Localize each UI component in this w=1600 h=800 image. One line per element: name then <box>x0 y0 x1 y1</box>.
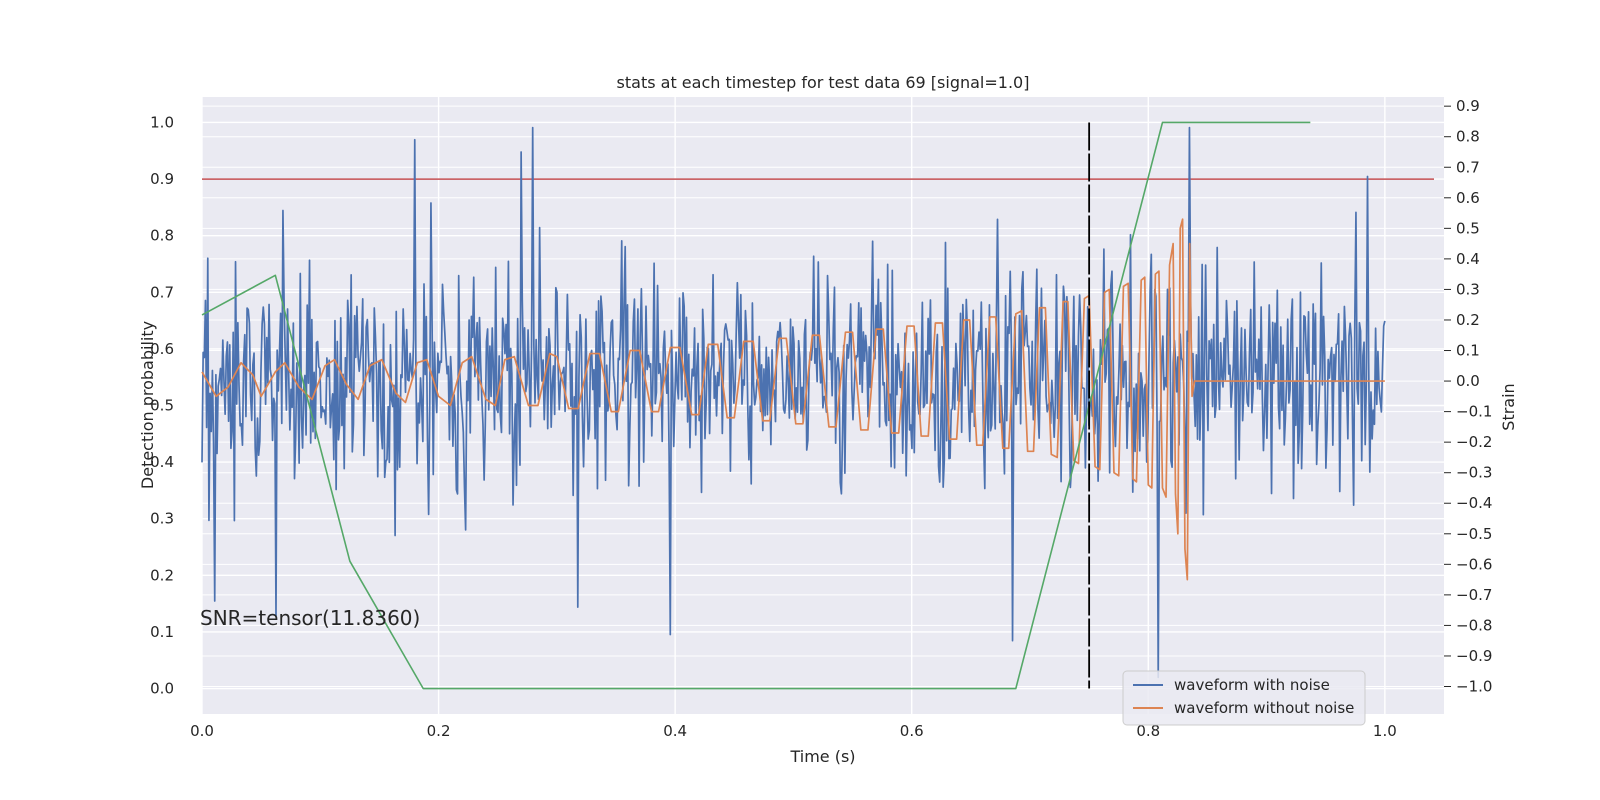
y-left-tick-label: 0.5 <box>150 397 174 415</box>
legend-label-clean: waveform without noise <box>1174 699 1354 717</box>
y-right-tick-label: −0.1 <box>1456 403 1492 421</box>
y-axis-left-label: Detection probability <box>138 321 157 489</box>
x-tick-label: 0.2 <box>427 722 451 740</box>
y-right-tick-label: 0.9 <box>1456 97 1480 115</box>
series-waveform-without-noise <box>201 218 1385 581</box>
y-left-tick-label: 0.6 <box>150 340 174 358</box>
y-left-tick-label: 0.9 <box>150 170 174 188</box>
y-left-tick-label: 0.2 <box>150 566 174 584</box>
y-left-tick-label: 0.3 <box>150 510 174 528</box>
y-right-tick-label: −0.2 <box>1456 433 1492 451</box>
x-tick-label: 1.0 <box>1373 722 1397 740</box>
x-tick-label: 0.0 <box>190 722 214 740</box>
x-tick-label: 0.6 <box>900 722 924 740</box>
y-right-tick-label: 0.6 <box>1456 189 1480 207</box>
y-right-tick-label: 0.0 <box>1456 372 1480 390</box>
x-tick-label: 0.4 <box>663 722 687 740</box>
y-right-tick-label: −0.6 <box>1456 555 1492 573</box>
y-right-tick-label: −0.3 <box>1456 464 1492 482</box>
y-right-tick-label: −0.9 <box>1456 647 1492 665</box>
y-left-tick-label: 0.8 <box>150 227 174 245</box>
y-right-tick-label: 0.8 <box>1456 128 1480 146</box>
legend-box <box>1122 670 1366 726</box>
x-axis-label: Time (s) <box>789 747 855 766</box>
snr-label: SNR=tensor(11.8360) <box>200 606 420 630</box>
y-left-tick-label: 1.0 <box>150 113 174 131</box>
y-left-tick-label: 0.0 <box>150 680 174 698</box>
y-left-tick-label: 0.7 <box>150 283 174 301</box>
y-right-tick-label: −1.0 <box>1456 678 1492 696</box>
y-right-tick-label: 0.4 <box>1456 250 1480 268</box>
y-right-tick-label: −0.4 <box>1456 494 1492 512</box>
y-right-tick-label: −0.8 <box>1456 616 1492 634</box>
series-layer <box>201 121 1434 690</box>
y-right-tick-label: 0.3 <box>1456 280 1480 298</box>
snr-annotation: SNR=tensor(11.8360) <box>200 606 420 630</box>
x-tick-label: 0.8 <box>1136 722 1160 740</box>
y-left-tick-label: 0.1 <box>150 623 174 641</box>
y-right-tick-label: −0.5 <box>1456 525 1492 543</box>
series-waveform-with-noise <box>201 126 1386 679</box>
legend-label-noise: waveform with noise <box>1174 676 1330 694</box>
legend: waveform with noise waveform without noi… <box>1122 670 1366 726</box>
series-detection-probability <box>201 121 1311 690</box>
tick-labels: 0.0 0.2 0.4 0.6 0.8 1.0 0.0 0.1 0.2 0.3 0.4 0.5 0.6 0… <box>150 97 1492 740</box>
y-right-tick-label: −0.7 <box>1456 586 1492 604</box>
y-axis-right-label: Strain <box>1499 383 1518 430</box>
y-left-tick-label: 0.4 <box>150 453 174 471</box>
y-right-tick-label: 0.5 <box>1456 219 1480 237</box>
y-right-tick-label: 0.1 <box>1456 342 1480 360</box>
chart-title: stats at each timestep for test data 69 … <box>617 73 1030 92</box>
y-right-tick-label: 0.2 <box>1456 311 1480 329</box>
y-right-tick-label: 0.7 <box>1456 158 1480 176</box>
